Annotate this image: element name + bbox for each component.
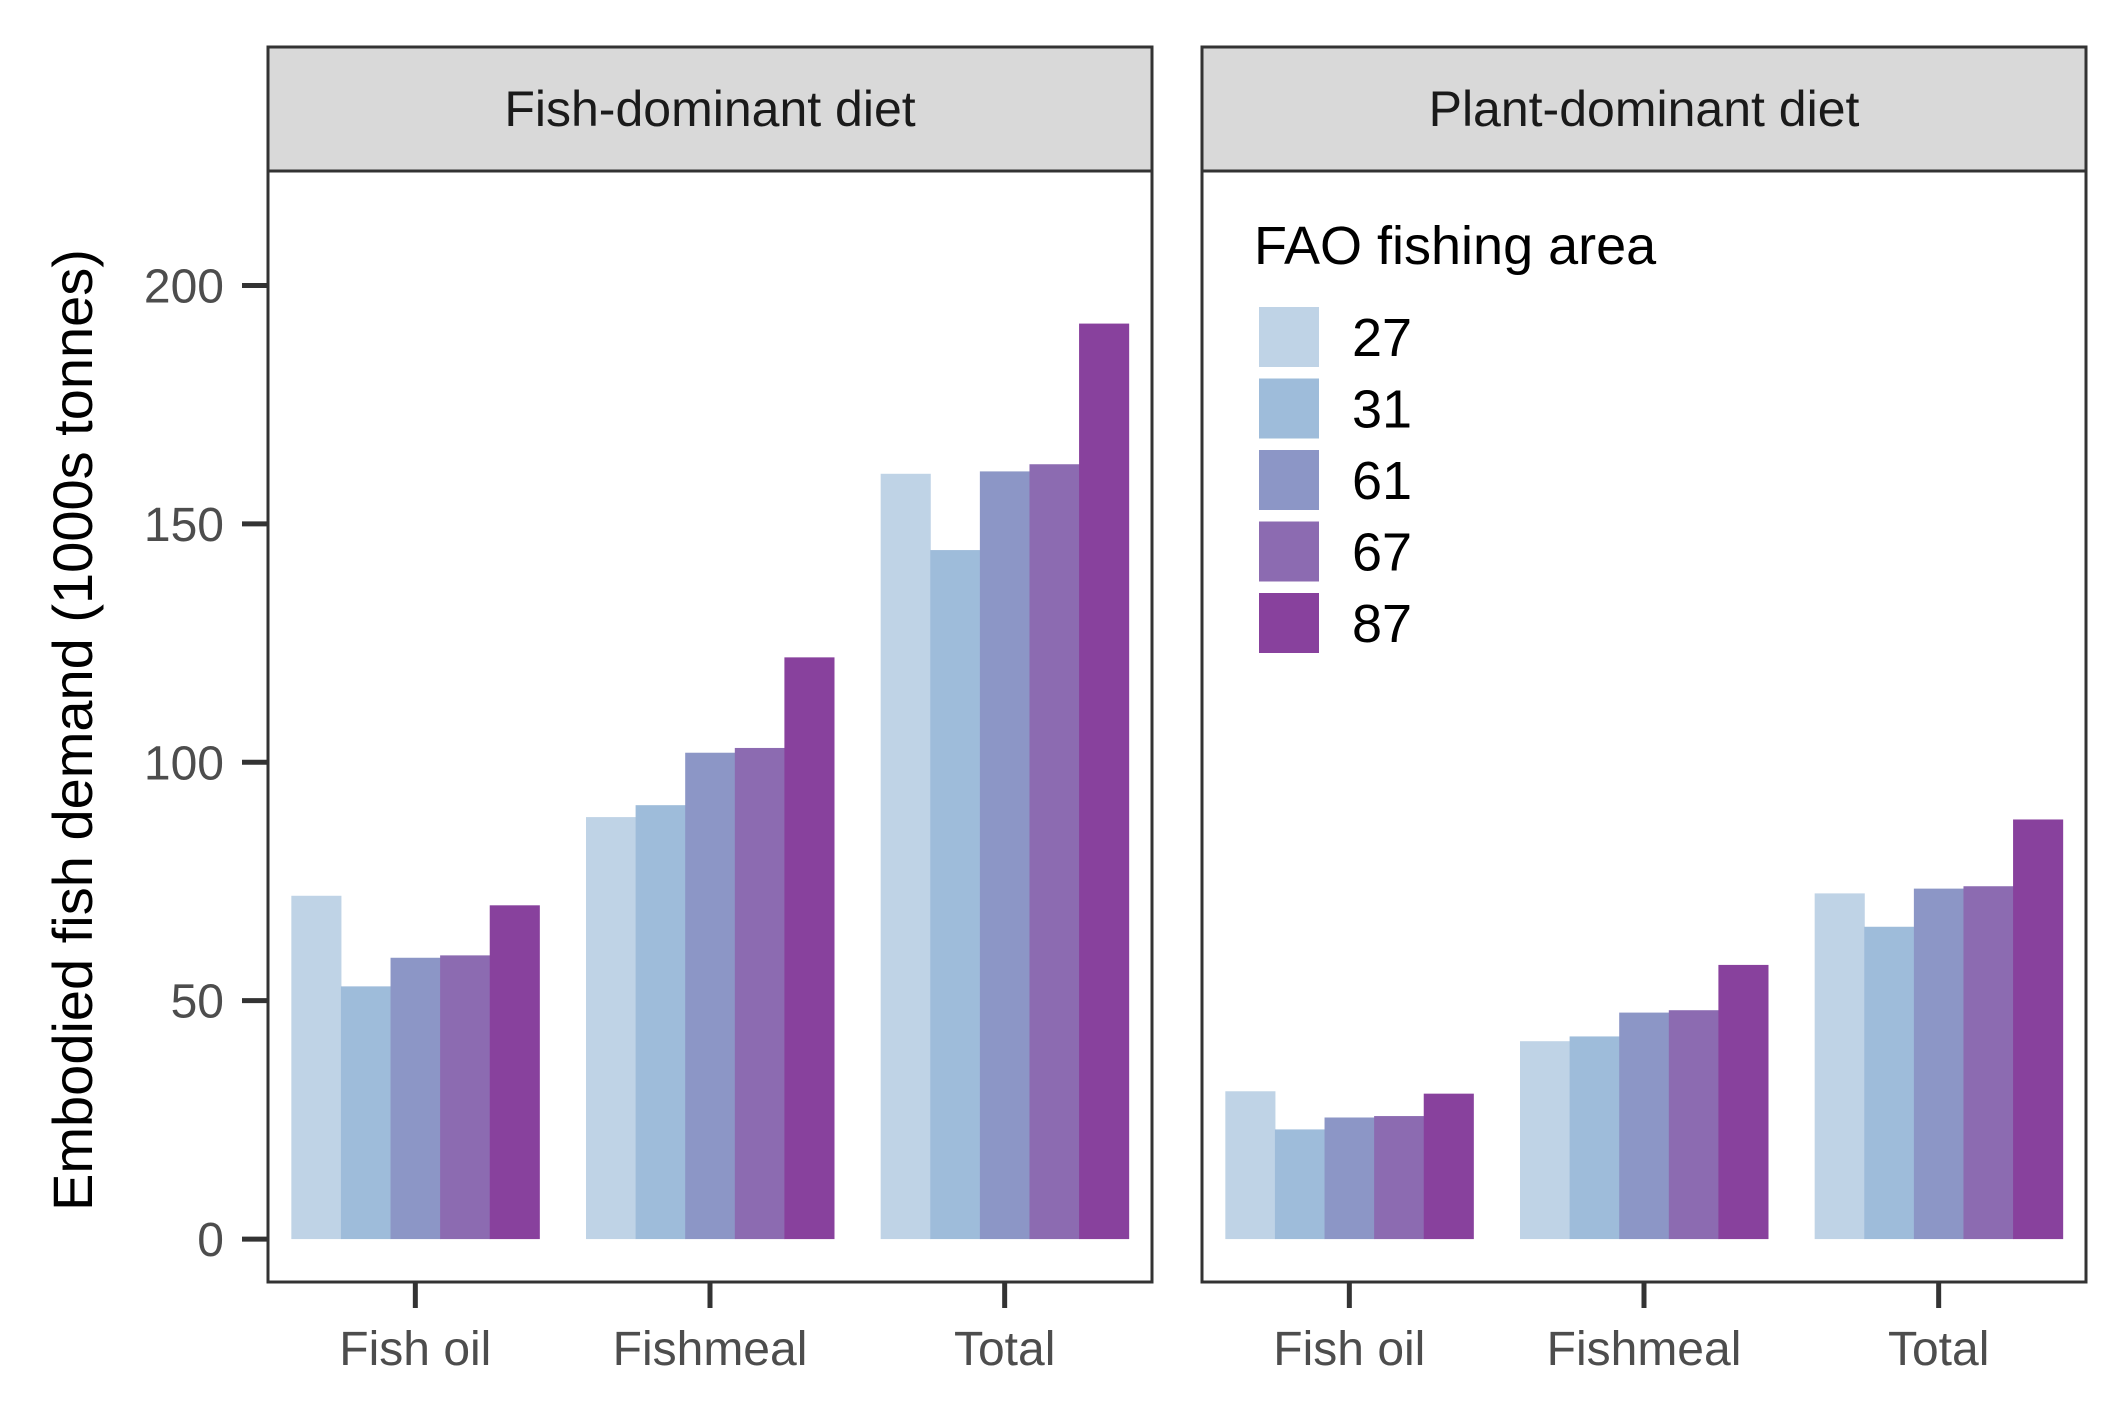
bar <box>489 905 540 1240</box>
bar <box>685 752 736 1240</box>
facet-strip <box>266 45 1154 173</box>
bar <box>1718 964 1769 1240</box>
x-tick-label: Fish oil <box>1273 1323 1425 1376</box>
bar <box>1324 1117 1375 1240</box>
y-axis: 0 50 100 150 200 <box>144 260 268 1267</box>
bar <box>1029 464 1080 1240</box>
bar <box>1569 1036 1620 1240</box>
bar <box>784 657 835 1240</box>
legend-swatch <box>1259 307 1319 367</box>
x-tick-label: Total <box>1888 1323 1989 1376</box>
y-tick-label: 100 <box>144 737 224 790</box>
bar <box>930 550 981 1240</box>
bar <box>1668 1010 1719 1240</box>
legend-swatch <box>1259 378 1319 439</box>
x-tick-label: Fishmeal <box>613 1323 808 1376</box>
legend-label: 67 <box>1352 523 1412 583</box>
bar <box>390 957 441 1240</box>
y-axis-title: Embodied fish demand (1000s tonnes) <box>41 249 104 1211</box>
legend-label: 61 <box>1352 451 1412 511</box>
legend-label: 27 <box>1352 308 1412 368</box>
bar <box>1913 888 1964 1240</box>
facet-strip <box>1200 45 2088 173</box>
bar <box>440 955 491 1240</box>
y-tick-label: 150 <box>144 499 224 552</box>
bar <box>340 986 392 1240</box>
bar <box>1225 1091 1276 1240</box>
bar <box>586 817 637 1240</box>
bar <box>880 473 931 1240</box>
legend-swatch <box>1259 593 1319 653</box>
panel-fish-dominant: Fish-dominant diet Fish oil Fishmeal Total <box>266 45 1154 1376</box>
bar <box>1374 1116 1425 1240</box>
bar <box>291 895 342 1240</box>
bar <box>1814 893 1865 1240</box>
y-tick-label: 200 <box>144 260 224 313</box>
bar <box>1423 1093 1474 1240</box>
bar <box>2013 819 2064 1240</box>
legend-label: 87 <box>1352 594 1412 654</box>
bar <box>635 805 686 1240</box>
bar <box>1520 1041 1571 1240</box>
bar <box>1619 1012 1670 1240</box>
bar <box>734 747 785 1240</box>
bar <box>1274 1129 1326 1240</box>
bar <box>979 471 1030 1240</box>
x-tick-label: Total <box>954 1323 1055 1376</box>
legend-title: FAO fishing area <box>1254 216 1657 276</box>
bar <box>1864 926 1915 1240</box>
y-tick-label: 0 <box>197 1214 224 1267</box>
bar <box>1963 886 2014 1240</box>
legend: FAO fishing area 27 31 61 67 87 <box>1254 216 1657 654</box>
y-tick-label: 50 <box>171 976 224 1029</box>
legend-swatch <box>1259 521 1319 582</box>
facet-strip-label: Plant-dominant diet <box>1429 81 1860 137</box>
facet-strip-label: Fish-dominant diet <box>504 81 915 137</box>
x-tick-label: Fishmeal <box>1547 1323 1742 1376</box>
x-tick-label: Fish oil <box>339 1323 491 1376</box>
legend-label: 31 <box>1352 380 1412 440</box>
panel-plant-dominant: Plant-dominant diet Fish oil Fishmeal Total <box>1200 45 2088 1376</box>
bar <box>1079 323 1130 1240</box>
legend-swatch <box>1259 450 1319 510</box>
